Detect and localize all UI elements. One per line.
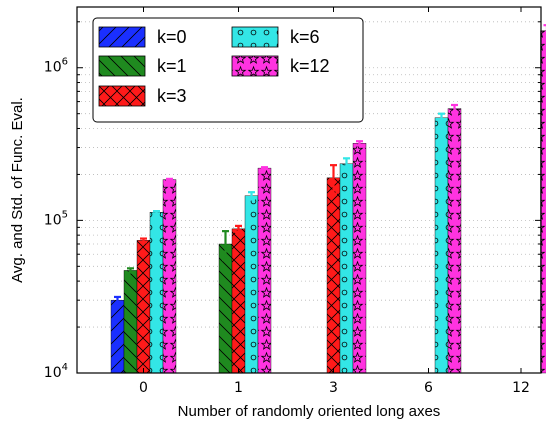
y-tick-label: 104 xyxy=(44,362,68,381)
legend-item-k6: k=6 xyxy=(231,26,320,48)
bar-k6-1 xyxy=(244,195,259,374)
bar-series xyxy=(110,30,546,374)
x-axis-label: Number of randomly oriented long axes xyxy=(178,403,441,420)
bar-k12-1 xyxy=(257,167,272,374)
bar-k6-6 xyxy=(434,117,449,374)
y-axis: 104 105 106 xyxy=(44,21,541,381)
legend-swatch xyxy=(98,55,146,77)
y-tick-label: 105 xyxy=(44,209,68,228)
x-tick-label: 0 xyxy=(139,380,148,396)
error-bar xyxy=(140,237,147,244)
x-tick-label: 1 xyxy=(234,380,243,396)
legend-swatch xyxy=(231,26,279,48)
legend-swatch xyxy=(231,55,279,77)
bar-k1-1 xyxy=(218,243,233,374)
legend-item-k1: k=1 xyxy=(98,55,187,77)
legend-swatch xyxy=(98,85,146,107)
error-bar xyxy=(261,166,268,171)
legend-item-k12: k=12 xyxy=(231,55,330,77)
error-bar xyxy=(543,24,546,38)
legend-label: k=3 xyxy=(157,86,187,106)
x-tick-label: 3 xyxy=(329,380,338,396)
error-bar xyxy=(127,267,134,274)
y-tick-label: 106 xyxy=(44,57,68,76)
error-bar xyxy=(438,112,445,124)
bar-k3-0 xyxy=(136,240,151,374)
bar-k6-0 xyxy=(149,212,164,374)
error-bar xyxy=(166,177,173,182)
legend-label: k=6 xyxy=(290,27,320,47)
legend-label: k=1 xyxy=(157,56,187,76)
bar-k1-0 xyxy=(123,270,138,374)
error-bar xyxy=(451,103,458,114)
bar-k12-3 xyxy=(352,143,367,374)
legend-label: k=12 xyxy=(290,56,330,76)
error-bars xyxy=(114,24,546,305)
error-bar xyxy=(356,140,363,147)
bar-k12-0 xyxy=(162,179,177,374)
bar-k6-3 xyxy=(339,163,354,374)
error-bar xyxy=(153,210,160,215)
legend-swatch xyxy=(98,26,146,48)
legend: k=0 k=1 k=3 k=6 k=12 xyxy=(92,17,364,123)
bar-k3-3 xyxy=(326,177,341,374)
plot-frame xyxy=(76,6,542,374)
legend-item-k3: k=3 xyxy=(98,85,187,107)
error-bar xyxy=(222,230,229,262)
error-bar xyxy=(248,191,255,201)
legend-item-k0: k=0 xyxy=(98,26,187,48)
bar-k12-6 xyxy=(447,108,462,374)
legend-label: k=0 xyxy=(157,27,187,47)
x-axis: 0 1 3 6 12 xyxy=(139,7,530,396)
x-tick-label: 6 xyxy=(424,380,433,396)
error-bar xyxy=(330,164,337,195)
legend-box xyxy=(92,17,364,123)
error-bar xyxy=(343,157,350,171)
x-tick-label: 12 xyxy=(512,380,530,396)
y-axis-label: Avg. and Std. of Func. Eval. xyxy=(9,97,26,283)
error-bar xyxy=(235,224,242,234)
bar-k0-0 xyxy=(110,299,125,374)
error-bar xyxy=(114,295,121,305)
bar-k3-1 xyxy=(231,228,246,374)
